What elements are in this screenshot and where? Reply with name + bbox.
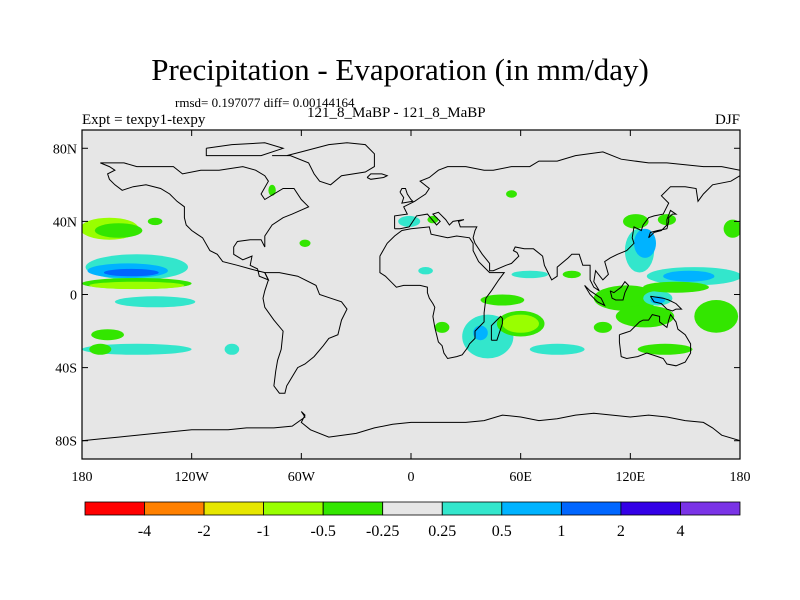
field-anomaly-patch xyxy=(593,321,613,333)
lon-tick-label: 0 xyxy=(408,470,415,485)
coastline xyxy=(100,162,310,281)
field-anomaly-patch xyxy=(723,219,740,238)
field-anomaly-patch xyxy=(529,343,585,355)
field-anomaly-patch xyxy=(299,239,311,247)
coastline xyxy=(82,411,740,459)
lat-tick-label: 40N xyxy=(53,215,77,230)
colorbar: -4 -2 -1 -0.5 -0.25 0.25 0.5 1 2 4 xyxy=(84,501,741,540)
season-label: DJF xyxy=(714,112,740,128)
field-anomaly-patch xyxy=(615,305,675,328)
colorbar-label: 2 xyxy=(617,523,625,540)
field-anomaly-patch xyxy=(637,343,693,355)
coastline xyxy=(366,173,389,180)
lat-tick-label: 40S xyxy=(55,362,77,377)
lon-tick-label: 120W xyxy=(175,470,210,485)
colorbar-swatch xyxy=(84,501,145,516)
coastline-layer xyxy=(82,142,740,459)
coastline xyxy=(394,151,740,292)
colorbar-label: -4 xyxy=(138,523,151,540)
coastline xyxy=(490,315,503,341)
lat-tick-label: 80S xyxy=(55,435,77,450)
coastline xyxy=(618,313,692,367)
colorbar-label: 1 xyxy=(557,523,565,540)
field-anomaly-patch xyxy=(511,270,549,279)
axis-tick-layer: 80N 40N 0 40S 80S 180 120W 60W 0 60E 120E 180 xyxy=(53,129,751,485)
field-anomaly-patch xyxy=(114,296,196,308)
lon-tick-label: 180 xyxy=(730,470,751,485)
field-anomaly-patch xyxy=(91,329,124,341)
field-anomaly-patch xyxy=(623,214,649,229)
field-anomaly-patch xyxy=(398,215,421,227)
field-anomaly-patch xyxy=(89,343,112,355)
field-anomaly-patch xyxy=(89,281,185,290)
colorbar-swatch xyxy=(263,501,324,516)
colorbar-swatch xyxy=(322,501,384,516)
field-anomaly-patch xyxy=(643,281,709,293)
map-field-layer xyxy=(82,130,740,459)
lat-tick-label: 80N xyxy=(53,142,77,157)
field-anomaly-patch xyxy=(694,300,739,333)
field-anomaly-patch xyxy=(418,267,433,275)
map-title: Precipitation - Evaporation (in mm/day) xyxy=(151,52,649,87)
field-anomaly-patch xyxy=(506,190,517,198)
colorbar-swatch xyxy=(680,501,741,516)
rmsd-diff-stats: rmsd= 0.197077 diff= 0.00144164 xyxy=(175,95,355,110)
experiment-label: Expt = texpy1-texpy xyxy=(82,112,206,128)
coastline xyxy=(609,280,630,301)
lon-tick-label: 180 xyxy=(72,470,93,485)
coastline xyxy=(379,226,506,360)
colorbar-swatch xyxy=(382,501,443,516)
colorbar-swatch xyxy=(620,501,681,516)
field-anomaly-patch xyxy=(103,268,159,277)
colorbar-label: -1 xyxy=(257,523,270,540)
lon-tick-label: 60E xyxy=(509,470,532,485)
lon-tick-label: 120E xyxy=(616,470,646,485)
coastline xyxy=(584,285,606,307)
colorbar-label: -0.5 xyxy=(311,523,336,540)
colorbar-label: -2 xyxy=(197,523,210,540)
field-anomaly-patch xyxy=(663,270,715,282)
field-anomaly-patch xyxy=(94,223,143,238)
lon-tick-label: 60W xyxy=(288,470,316,485)
field-anomaly-patch xyxy=(562,270,581,279)
colorbar-swatch xyxy=(561,501,622,516)
coastline xyxy=(262,272,348,394)
colorbar-label: 0.5 xyxy=(492,523,512,540)
coastline xyxy=(205,142,285,157)
coastline xyxy=(272,142,375,186)
field-anomaly-patch xyxy=(224,343,240,355)
colorbar-swatch xyxy=(203,501,265,516)
coastline xyxy=(399,188,414,204)
coastline xyxy=(648,209,678,239)
field-anomaly-patch xyxy=(147,217,163,226)
field-anomaly-patch xyxy=(268,184,276,196)
field-anomaly-patch xyxy=(427,215,439,224)
colorbar-label: 4 xyxy=(677,523,685,540)
colorbar-label: 0.25 xyxy=(428,523,456,540)
colorbar-swatch xyxy=(441,501,503,516)
colorbar-swatch xyxy=(144,501,205,516)
lat-tick-label: 0 xyxy=(70,289,77,304)
coastline xyxy=(649,295,683,312)
field-anomaly-patch xyxy=(502,314,539,333)
colorbar-swatch xyxy=(501,501,562,516)
colorbar-label: -0.25 xyxy=(366,523,399,540)
period-label: 121_8_MaBP - 121_8_MaBP xyxy=(307,105,486,121)
field-anomaly-patch xyxy=(480,294,525,306)
field-anomaly-patch xyxy=(434,321,450,333)
